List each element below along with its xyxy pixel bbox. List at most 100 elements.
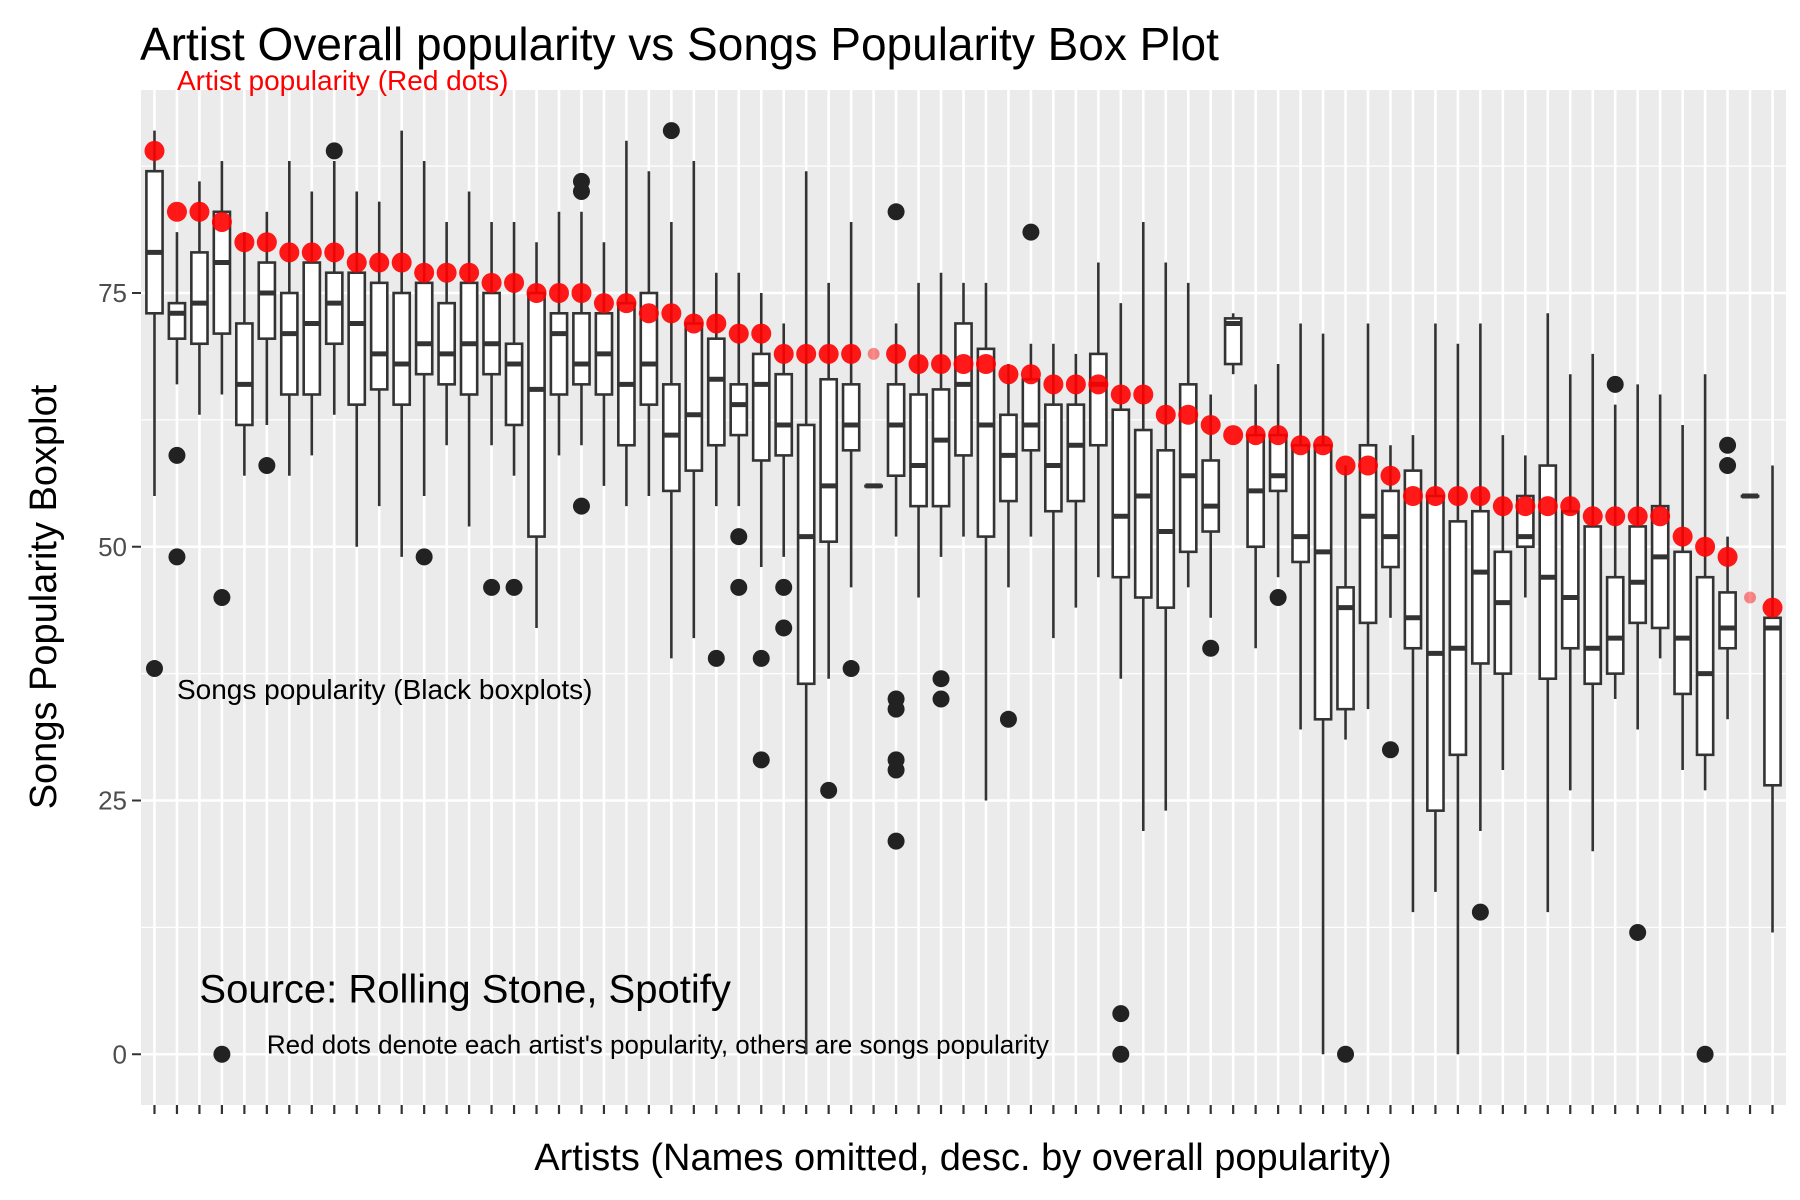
- x-axis-ticks: [153, 1105, 1774, 1114]
- box-iqr: [931, 388, 951, 508]
- artist-popularity-dots: [144, 140, 1783, 618]
- artist-popularity-dot-48: [1200, 414, 1221, 435]
- artist-popularity-dot-20: [571, 283, 592, 303]
- annotations-front: Artist popularity (Red dots): [177, 65, 508, 96]
- artist-popularity-dot-14: [436, 262, 457, 283]
- box-iqr: [1336, 586, 1355, 711]
- outlier-point: [752, 649, 770, 667]
- artist-popularity-dot-37: [953, 354, 974, 375]
- box-iqr: [617, 301, 636, 447]
- boxplot-artist-54: [1336, 465, 1355, 1063]
- boxplot-artist-12: [392, 130, 412, 557]
- y-axis-title: Songs Popularity Boxplot: [23, 384, 65, 809]
- box-iqr: [1156, 449, 1176, 609]
- y-tick-label: 75: [98, 278, 127, 308]
- boxplot-artist-20: [572, 172, 591, 515]
- artist-popularity-dot-31: [818, 343, 839, 364]
- boxplot-artist-61: [1493, 435, 1513, 771]
- artist-popularity-dot-8: [301, 242, 322, 263]
- box-iqr: [1718, 591, 1737, 650]
- outlier-point: [1381, 741, 1399, 759]
- outlier-point: [887, 832, 905, 850]
- artist-popularity-dot-59: [1447, 486, 1468, 506]
- outlier-point: [999, 710, 1017, 728]
- box-iqr: [1470, 509, 1490, 665]
- boxplot-artist-48: [1201, 394, 1221, 657]
- outlier-point: [572, 183, 590, 200]
- box-iqr: [841, 383, 861, 452]
- boxplot-artist-72: [1740, 493, 1760, 499]
- artist-popularity-dot-42: [1065, 374, 1086, 395]
- artist-popularity-dot-43: [1088, 374, 1109, 395]
- outlier-point: [1719, 457, 1737, 475]
- artist-popularity-dot-62: [1515, 496, 1536, 517]
- boxplot-artist-47: [1178, 282, 1198, 588]
- annotation-4: Red dots denote each artist's popularity…: [267, 1029, 1049, 1059]
- boxplot-artist-35: [909, 282, 928, 598]
- box-iqr: [1088, 352, 1108, 447]
- artist-popularity-dot-29: [773, 343, 794, 364]
- box-iqr: [909, 393, 928, 508]
- artist-popularity-dot-6: [256, 232, 277, 253]
- boxplot-artist-68: [1650, 394, 1670, 659]
- boxplot-artist-71: [1718, 436, 1737, 720]
- outlier-point: [887, 700, 905, 718]
- boxplot-artist-8: [302, 191, 322, 456]
- box-iqr: [1763, 616, 1782, 787]
- outlier-point: [730, 578, 748, 596]
- boxplot-artist-63: [1538, 313, 1558, 913]
- artist-popularity-dot-72: [1744, 591, 1757, 604]
- artist-popularity-dot-46: [1155, 404, 1176, 425]
- artist-popularity-dot-67: [1627, 506, 1648, 527]
- y-axis: 0 25 50 75: [98, 278, 141, 1069]
- outlier-point: [168, 446, 186, 464]
- outlier-point: [1471, 903, 1489, 921]
- outlier-point: [662, 122, 680, 140]
- artist-popularity-dot-38: [975, 354, 996, 375]
- boxplot-artist-70: [1695, 374, 1715, 1063]
- box-iqr: [1291, 443, 1310, 564]
- artist-popularity-dot-2: [166, 201, 187, 222]
- box-iqr: [437, 301, 457, 386]
- annotation-2: Songs popularity (Black boxplots): [177, 674, 593, 705]
- outlier-point: [932, 670, 950, 688]
- box-iqr: [661, 383, 681, 493]
- box-iqr: [549, 311, 569, 396]
- outlier-point: [1719, 436, 1737, 454]
- box-iqr: [459, 281, 479, 396]
- box-iqr: [819, 377, 839, 543]
- outlier-point: [325, 142, 343, 160]
- outlier-point: [775, 578, 793, 596]
- artist-popularity-dot-32: [841, 343, 862, 364]
- boxplot-artist-36: [931, 272, 951, 708]
- box-iqr: [976, 347, 996, 538]
- box-iqr: [392, 291, 412, 406]
- box-iqr: [1178, 383, 1198, 554]
- boxplots: [145, 122, 1782, 1063]
- box-iqr: [234, 322, 254, 427]
- box-iqr: [347, 271, 367, 406]
- artist-popularity-dot-56: [1380, 465, 1401, 486]
- artist-popularity-dot-25: [683, 313, 704, 334]
- boxplot-artist-73: [1763, 465, 1782, 933]
- artist-popularity-dot-18: [526, 283, 547, 303]
- boxplot-artist-53: [1313, 333, 1333, 1055]
- outlier-point: [1022, 223, 1040, 241]
- box-iqr: [706, 337, 726, 447]
- outlier-point: [775, 619, 793, 637]
- box-iqr: [212, 210, 232, 335]
- annotations-back: Songs popularity (Black boxplots) Source:…: [177, 674, 1049, 1060]
- box-iqr: [1313, 443, 1333, 721]
- y-tick-label: 50: [98, 532, 127, 562]
- artist-popularity-dot-27: [728, 323, 749, 344]
- boxplot-artist-33: [864, 483, 883, 489]
- boxplot-artist-69: [1673, 424, 1693, 771]
- boxplot-artist-15: [459, 191, 479, 527]
- artist-popularity-dot-71: [1717, 546, 1738, 567]
- artist-popularity-dot-73: [1762, 597, 1783, 618]
- box-iqr: [527, 291, 546, 538]
- artist-popularity-dot-30: [796, 343, 817, 364]
- outlier-point: [168, 548, 186, 566]
- box-iqr: [302, 261, 322, 396]
- box-iqr: [684, 322, 704, 472]
